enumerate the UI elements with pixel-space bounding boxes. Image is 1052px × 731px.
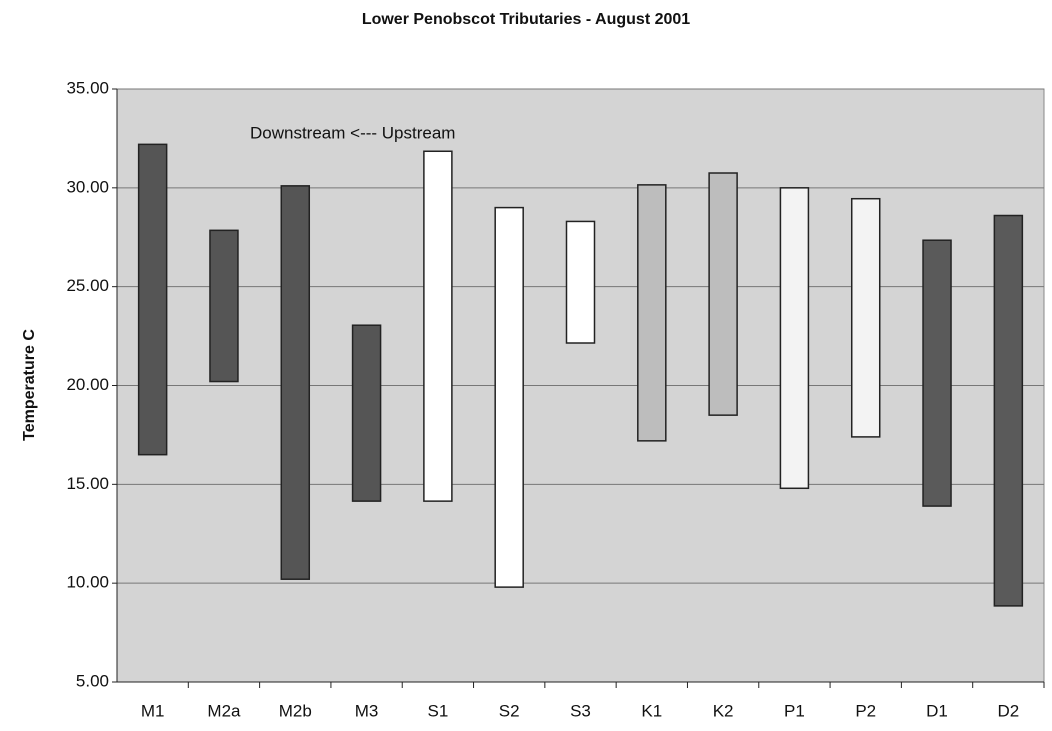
x-tick-label: S3 [570, 701, 591, 720]
bar [850, 197, 881, 438]
x-tick-label: D2 [997, 701, 1019, 720]
annotation: Downstream <--- Upstream [250, 123, 455, 142]
y-tick-label: 5.00 [76, 671, 109, 690]
bar [351, 324, 382, 502]
bar [779, 187, 810, 490]
x-tick-label: S1 [427, 701, 448, 720]
y-tick-label: 35.00 [66, 78, 109, 97]
y-tick-label: 20.00 [66, 375, 109, 394]
bar [922, 239, 952, 507]
bar [565, 220, 596, 344]
bar [494, 206, 524, 588]
x-tick-label: K2 [713, 701, 734, 720]
x-tick-label: M2b [279, 701, 312, 720]
x-tick-label: M3 [355, 701, 379, 720]
y-tick-label: 25.00 [66, 276, 109, 295]
bar [209, 229, 239, 383]
bar [993, 214, 1024, 607]
bar [280, 185, 311, 580]
y-tick-label: 15.00 [66, 474, 109, 493]
x-tick-label: D1 [926, 701, 948, 720]
x-tick-label: P1 [784, 701, 805, 720]
x-tick-label: M2a [207, 701, 241, 720]
bar [137, 143, 168, 456]
x-tick-label: S2 [499, 701, 520, 720]
bar [637, 184, 667, 442]
y-axis-label: Temperature C [21, 329, 38, 441]
chart-title: Lower Penobscot Tributaries - August 200… [362, 11, 690, 28]
bar [423, 150, 453, 502]
y-tick-label: 30.00 [66, 177, 109, 196]
x-tick-label: K1 [641, 701, 662, 720]
y-tick-label: 10.00 [66, 573, 109, 592]
x-tick-label: M1 [141, 701, 165, 720]
x-tick-label: P2 [855, 701, 876, 720]
bar [708, 172, 738, 416]
